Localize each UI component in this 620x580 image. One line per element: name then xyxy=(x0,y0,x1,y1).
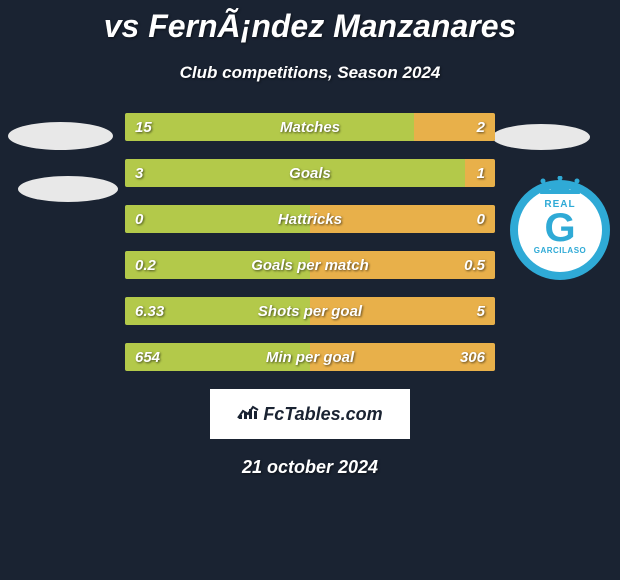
date-label: 21 october 2024 xyxy=(0,457,620,478)
right-player-placeholder xyxy=(492,124,590,150)
stat-row: Hattricks0 0 xyxy=(125,205,495,233)
stat-value-right: 0 xyxy=(477,205,485,233)
crown-icon xyxy=(535,176,585,196)
left-player-placeholder-1 xyxy=(8,122,113,150)
fctables-watermark: FcTables.com xyxy=(210,389,410,439)
stat-row: Matches15 2 xyxy=(125,113,495,141)
stats-bars: Matches15 2 Goals3 1 Hattricks0 0 Goals per ma… xyxy=(125,113,495,371)
stat-value-right: 1 xyxy=(477,159,485,187)
stat-value-left: 0.2 xyxy=(135,251,156,279)
stat-label: Goals xyxy=(125,159,495,187)
stat-row: Min per goal654 306 xyxy=(125,343,495,371)
fctables-label: FcTables.com xyxy=(263,404,382,425)
stat-label: Min per goal xyxy=(125,343,495,371)
stat-value-left: 6.33 xyxy=(135,297,164,325)
season-subtitle: Club competitions, Season 2024 xyxy=(0,63,620,83)
stat-row: Goals per match0.2 0.5 xyxy=(125,251,495,279)
stat-value-left: 0 xyxy=(135,205,143,233)
comparison-title: vs FernÃ¡ndez Manzanares xyxy=(0,0,620,45)
badge-bottom-text: GARCILASO xyxy=(534,246,587,255)
club-badge: REAL G GARCILASO xyxy=(510,180,610,280)
badge-letter: G xyxy=(544,208,575,248)
stat-label: Matches xyxy=(125,113,495,141)
stat-value-right: 2 xyxy=(477,113,485,141)
stat-value-left: 3 xyxy=(135,159,143,187)
stat-value-left: 654 xyxy=(135,343,160,371)
stat-label: Shots per goal xyxy=(125,297,495,325)
left-player-placeholder-2 xyxy=(18,176,118,202)
stat-value-right: 5 xyxy=(477,297,485,325)
fctables-icon xyxy=(237,404,259,425)
stat-value-right: 0.5 xyxy=(464,251,485,279)
stat-label: Goals per match xyxy=(125,251,495,279)
stat-label: Hattricks xyxy=(125,205,495,233)
stat-value-right: 306 xyxy=(460,343,485,371)
stat-row: Shots per goal6.33 5 xyxy=(125,297,495,325)
stat-value-left: 15 xyxy=(135,113,152,141)
stat-row: Goals3 1 xyxy=(125,159,495,187)
